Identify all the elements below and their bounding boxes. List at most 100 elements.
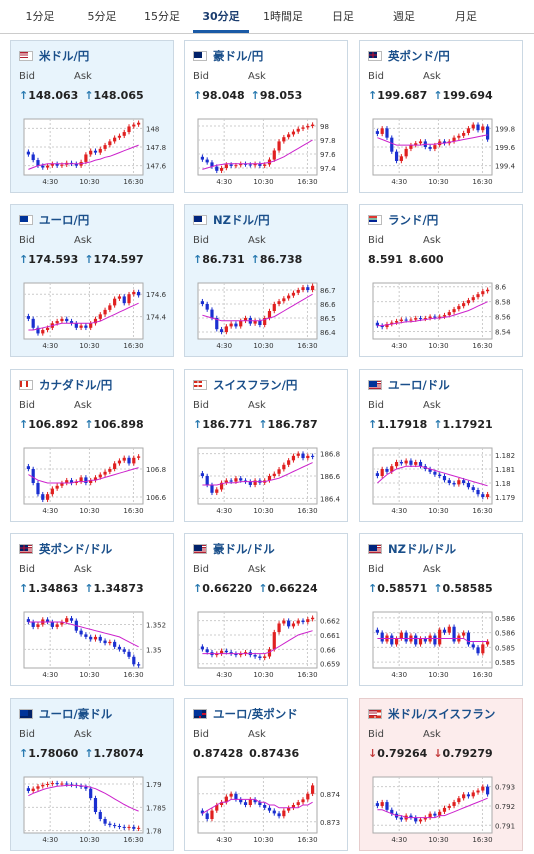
- y-tick-label: 199.6: [495, 144, 515, 152]
- candlestick-chart[interactable]: 199.8 199.6 199.4 4:30 10:30 16:30: [368, 115, 515, 188]
- ask-arrow-icon: ↑: [84, 747, 94, 760]
- x-tick-label: 4:30: [391, 836, 407, 844]
- x-tick-label: 10:30: [79, 342, 99, 350]
- y-tick-label: 186.6: [320, 473, 340, 481]
- candlestick-chart[interactable]: 86.7 86.6 86.5 86.4 4:30 10:30 16:30: [193, 279, 340, 352]
- candlestick-chart[interactable]: 174.6 174.4 4:30 10:30 16:30: [19, 279, 166, 352]
- candlestick-chart[interactable]: 148 147.8 147.6 4:30 10:30 16:30: [19, 115, 166, 188]
- pair-title[interactable]: ユーロ/英ポンド: [193, 706, 298, 721]
- candle-body: [442, 807, 447, 812]
- moving-average-line: [202, 798, 313, 814]
- candle-body: [41, 330, 45, 334]
- bid-price: 98.048: [202, 89, 245, 102]
- currency-card[interactable]: ユーロ/豪ドル Bid Ask ↑1.78060 ↑1.78074 1.79 1.7…: [10, 698, 174, 851]
- ask-price: 0.58585: [442, 582, 493, 595]
- candlestick-chart[interactable]: 1.182 1.181 1.18 1.179 4:30 10:30 16:30: [368, 444, 515, 517]
- ask-label: Ask: [423, 729, 441, 740]
- candle-body: [306, 287, 310, 290]
- currency-card[interactable]: 英ポンド/ドル Bid Ask ↑1.34863 ↑1.34873 1.352 1.…: [10, 533, 174, 686]
- candle-body: [122, 457, 126, 461]
- currency-card[interactable]: カナダドル/円 Bid Ask ↑106.892 ↑106.898 106.8 10…: [10, 369, 174, 522]
- candle-body: [229, 652, 233, 654]
- currency-card[interactable]: ランド/円 Bid Ask 8.591 8.600 8.6 8.58 8.56 8.54…: [359, 204, 523, 357]
- candle-body: [113, 825, 117, 827]
- pair-title[interactable]: 米ドル/円: [19, 48, 89, 63]
- tab-30min[interactable]: 30分足: [193, 0, 249, 33]
- candle-body: [229, 323, 233, 327]
- pair-title[interactable]: 豪ドル/円: [193, 48, 263, 63]
- currency-card[interactable]: NZドル/ドル Bid Ask ↑0.58571↑0.58585 0.58650…: [359, 533, 523, 686]
- candle-body: [306, 619, 310, 623]
- candlestick-chart[interactable]: 8.6 8.58 8.56 8.54 4:30 10:30 16:30: [368, 279, 515, 352]
- candle-body: [380, 469, 384, 476]
- currency-card[interactable]: スイスフラン/円 Bid Ask ↑186.771 ↑186.787 186.8 1…: [184, 369, 348, 522]
- candle-body: [399, 632, 403, 639]
- pair-name: ユーロ/豪ドル: [39, 707, 113, 721]
- flag-icon: [19, 380, 33, 390]
- currency-card[interactable]: ユーロ/英ポンド Bid Ask 0.87428 0.87436 0.874 0.8…: [184, 698, 348, 851]
- pair-title[interactable]: カナダドル/円: [19, 377, 112, 392]
- candle-body: [243, 318, 248, 321]
- candlestick-chart[interactable]: 106.8 106.6 4:30 10:30 16:30: [19, 444, 166, 517]
- currency-card[interactable]: ユーロ/円 Bid Ask ↑174.593 ↑174.597 174.6 174.…: [10, 204, 174, 357]
- candle-body: [442, 141, 447, 144]
- candle-body: [108, 641, 112, 644]
- pair-title[interactable]: ランド/円: [368, 212, 438, 227]
- price-row: ↑86.731 ↑86.738: [193, 253, 308, 266]
- pair-title[interactable]: 豪ドル/ドル: [193, 541, 275, 556]
- y-tick-label: 1.79: [146, 781, 162, 789]
- plot-area: [372, 282, 493, 340]
- candlestick-chart[interactable]: 1.79 1.785 1.78 4:30 10:30 16:30: [19, 773, 166, 846]
- bid-price: 8.591: [368, 253, 403, 266]
- flag-icon: [193, 380, 207, 390]
- candle-body: [438, 811, 442, 816]
- currency-card[interactable]: 米ドル/円 Bid Ask ↑148.063 ↑148.065 148 147.8 1…: [10, 40, 174, 193]
- candle-body: [311, 785, 315, 794]
- candle-body: [385, 324, 389, 328]
- candle-body: [272, 810, 276, 814]
- candlestick-chart[interactable]: 0.874 0.873 4:30 10:30 16:30: [193, 773, 340, 846]
- pair-title[interactable]: 英ポンド/ドル: [19, 541, 112, 556]
- currency-card[interactable]: 英ポンド/円 Bid Ask ↑199.687 ↑199.694 199.8 199…: [359, 40, 523, 193]
- ask-price: 0.66224: [267, 582, 318, 595]
- tab-1min[interactable]: 1分足: [25, 10, 55, 23]
- candlestick-chart[interactable]: 0.793 0.792 0.791 4:30 10:30 16:30: [368, 773, 515, 846]
- tab-15min[interactable]: 15分足: [144, 10, 180, 23]
- pair-title[interactable]: 米ドル/スイスフラン: [368, 706, 495, 721]
- tab-daily[interactable]: 日足: [332, 10, 354, 23]
- tab-weekly[interactable]: 週足: [393, 10, 415, 23]
- price-row: 8.591 8.600: [368, 253, 450, 266]
- y-tick-label: 0.662: [320, 618, 340, 626]
- candle-body: [418, 141, 423, 144]
- currency-card[interactable]: 米ドル/スイスフラン Bid Ask ↓0.79264 ↓0.79279 0.79…: [359, 698, 523, 851]
- candle-body: [127, 457, 131, 464]
- pair-title[interactable]: ユーロ/豪ドル: [19, 706, 113, 721]
- pair-title[interactable]: NZドル/ドル: [368, 541, 456, 556]
- tab-1hour[interactable]: 1時間足: [263, 10, 303, 23]
- candlestick-chart[interactable]: 98 97.8 97.6 97.4 4:30 10:30 16:30: [193, 115, 340, 188]
- candle-body: [31, 154, 35, 161]
- pair-title[interactable]: スイスフラン/円: [193, 377, 297, 392]
- currency-card[interactable]: 豪ドル/円 Bid Ask ↑98.048 ↑98.053 98 97.8 97.6 9…: [184, 40, 348, 193]
- candle-body: [311, 124, 315, 126]
- candle-body: [224, 796, 228, 803]
- pair-title[interactable]: ユーロ/ドル: [368, 377, 450, 392]
- currency-card[interactable]: ユーロ/ドル Bid Ask ↑1.17918 ↑1.17921 1.182 1.1…: [359, 369, 523, 522]
- pair-title[interactable]: NZドル/円: [193, 212, 270, 227]
- tab-5min[interactable]: 5分足: [87, 10, 117, 23]
- pair-title[interactable]: 英ポンド/円: [368, 48, 450, 63]
- candle-body: [117, 135, 122, 138]
- candle-body: [423, 318, 427, 320]
- candlestick-chart[interactable]: 1.352 1.35 4:30 10:30 16:30: [19, 608, 166, 681]
- candlestick-chart[interactable]: 0.662 0.661 0.66 0.659 4:30 10:30 16:30: [193, 608, 340, 681]
- currency-card[interactable]: NZドル/円 Bid Ask ↑86.731 ↑86.738 86.7 86.6 86…: [184, 204, 348, 357]
- candlestick-chart[interactable]: 0.5865 0.586 0.5855 0.585 4:30 10:30 16:30: [368, 608, 515, 681]
- pair-title[interactable]: ユーロ/円: [19, 212, 89, 227]
- tab-monthly[interactable]: 月足: [455, 10, 477, 23]
- candlestick-chart[interactable]: 186.8 186.6 186.4 4:30 10:30 16:30: [193, 444, 340, 517]
- candle-body: [272, 473, 276, 476]
- y-tick-label: 174.6: [146, 291, 166, 299]
- currency-card[interactable]: 豪ドル/ドル Bid Ask ↑0.66220 ↑0.66224 0.662 0.6…: [184, 533, 348, 686]
- candle-body: [239, 320, 243, 327]
- candle-body: [127, 651, 131, 657]
